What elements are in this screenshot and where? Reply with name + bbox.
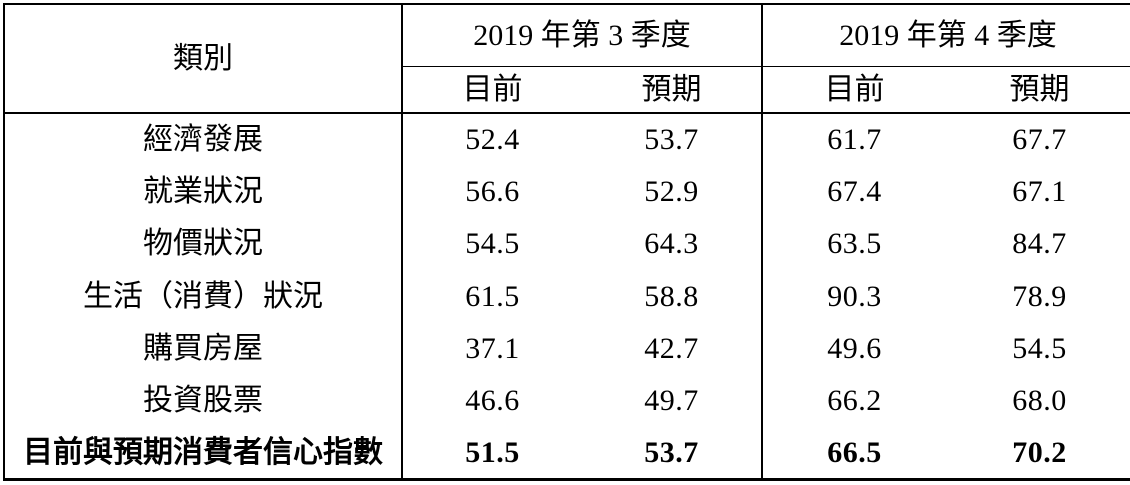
subheader-q4-current: 目前 bbox=[762, 66, 946, 114]
table-row-economic-development: 經濟發展 52.4 53.7 61.7 67.7 bbox=[4, 113, 1130, 166]
column-header-category: 類別 bbox=[4, 4, 403, 114]
subheader-q4-expected: 預期 bbox=[946, 66, 1130, 114]
cell-q3-expected: 53.7 bbox=[582, 427, 763, 480]
subheader-row: 目前 預期 目前 預期 bbox=[4, 66, 1130, 114]
column-header-2019-q4: 2019 年第 4 季度 bbox=[762, 4, 1130, 67]
table-row-confidence-index-summary: 目前與預期消費者信心指數 51.5 53.7 66.5 70.2 bbox=[4, 427, 1130, 480]
cell-q3-expected: 49.7 bbox=[582, 374, 763, 428]
table-body: 經濟發展 52.4 53.7 61.7 67.7 就業狀況 56.6 52.9 … bbox=[4, 113, 1130, 480]
table-row-living-consumption: 生活（消費）狀況 61.5 58.8 90.3 78.9 bbox=[4, 270, 1130, 323]
cell-q3-current: 51.5 bbox=[465, 436, 520, 470]
cell-q3-current: 46.6 bbox=[465, 384, 520, 418]
row-label: 投資股票 bbox=[4, 374, 403, 428]
table-header: 類別 2019 年第 3 季度 2019 年第 4 季度 目前 預期 目前 預期 bbox=[4, 4, 1130, 114]
cell-q4-expected: 67.1 bbox=[1012, 175, 1067, 209]
cell-q4-current: 66.2 bbox=[827, 384, 882, 418]
cell-q4-current: 66.5 bbox=[827, 436, 882, 470]
cell-q4-current: 49.6 bbox=[827, 332, 882, 366]
table-row-stock-investment: 投資股票 46.6 49.7 66.2 68.0 bbox=[4, 374, 1130, 428]
subheader-q3-current: 目前 bbox=[402, 66, 582, 114]
row-label: 就業狀況 bbox=[4, 165, 403, 218]
cell-q3-expected: 53.7 bbox=[582, 113, 763, 166]
cell-q4-current: 90.3 bbox=[827, 279, 882, 313]
cell-q3-current: 61.5 bbox=[465, 279, 520, 313]
cell-q3-current: 56.6 bbox=[465, 175, 520, 209]
cell-q3-expected: 42.7 bbox=[582, 322, 763, 375]
cell-q3-current: 52.4 bbox=[465, 123, 520, 157]
consumer-confidence-table: 類別 2019 年第 3 季度 2019 年第 4 季度 目前 預期 目前 預期… bbox=[3, 3, 1130, 481]
cell-q4-expected: 70.2 bbox=[1012, 436, 1067, 470]
cell-q3-expected: 58.8 bbox=[582, 270, 763, 323]
cell-q4-current: 63.5 bbox=[827, 227, 882, 261]
cell-q4-expected: 68.0 bbox=[1012, 384, 1067, 418]
row-label: 購買房屋 bbox=[4, 322, 403, 375]
cell-q3-current: 37.1 bbox=[465, 332, 520, 366]
row-label: 經濟發展 bbox=[4, 113, 403, 166]
table-row-employment: 就業狀況 56.6 52.9 67.4 67.1 bbox=[4, 165, 1130, 218]
cell-q4-current: 61.7 bbox=[827, 123, 882, 157]
cell-q3-current: 54.5 bbox=[465, 227, 520, 261]
cell-q4-expected: 84.7 bbox=[1012, 227, 1067, 261]
cell-q4-expected: 54.5 bbox=[1012, 332, 1067, 366]
cell-q4-expected: 78.9 bbox=[1012, 279, 1067, 313]
cell-q4-current: 67.4 bbox=[827, 175, 882, 209]
cell-q3-expected: 52.9 bbox=[582, 165, 763, 218]
row-label: 物價狀況 bbox=[4, 217, 403, 271]
row-label: 生活（消費）狀況 bbox=[4, 270, 403, 323]
column-header-2019-q3: 2019 年第 3 季度 bbox=[402, 4, 763, 67]
cell-q3-expected: 64.3 bbox=[582, 217, 763, 271]
row-label: 目前與預期消費者信心指數 bbox=[4, 427, 403, 480]
table-row-prices: 物價狀況 54.5 64.3 63.5 84.7 bbox=[4, 217, 1130, 271]
cell-q4-expected: 67.7 bbox=[1012, 123, 1067, 157]
subheader-q3-expected: 預期 bbox=[582, 66, 763, 114]
quarter-header-row: 類別 2019 年第 3 季度 2019 年第 4 季度 bbox=[4, 4, 1130, 114]
table-row-home-purchase: 購買房屋 37.1 42.7 49.6 54.5 bbox=[4, 322, 1130, 375]
